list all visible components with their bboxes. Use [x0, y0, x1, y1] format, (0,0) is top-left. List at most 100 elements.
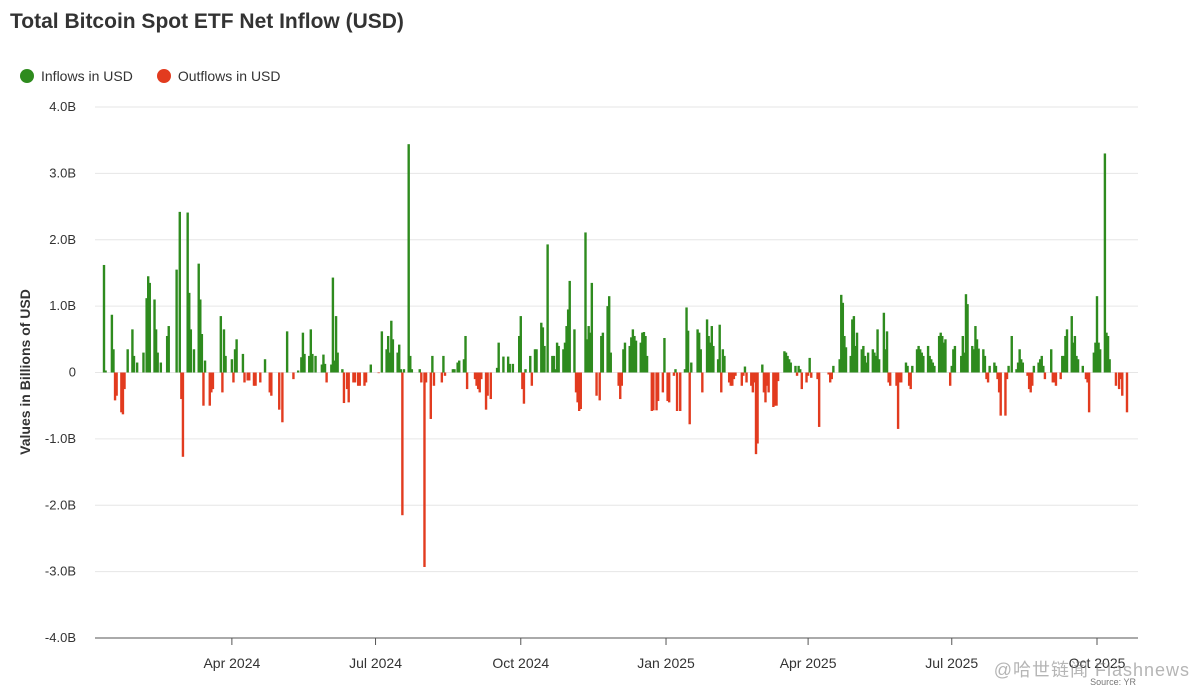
outflow-bar[interactable] — [1004, 372, 1007, 416]
inflow-bar[interactable] — [950, 365, 953, 373]
inflow-bar[interactable] — [497, 342, 500, 373]
inflow-bar[interactable] — [926, 345, 930, 373]
inflow-bar[interactable] — [555, 342, 559, 373]
legend-item-outflows[interactable]: Outflows in USD — [156, 68, 281, 84]
inflow-bar[interactable] — [844, 347, 848, 373]
inflow-bar[interactable] — [451, 369, 455, 373]
inflow-bar[interactable] — [203, 360, 207, 373]
inflow-bar[interactable] — [156, 352, 159, 373]
inflow-bar[interactable] — [540, 322, 543, 373]
outflow-bar[interactable] — [805, 372, 808, 383]
outflow-bar[interactable] — [181, 372, 185, 457]
inflow-bar[interactable] — [705, 319, 709, 373]
outflow-bar[interactable] — [345, 372, 349, 390]
outflow-bar[interactable] — [221, 372, 224, 393]
outflow-bar[interactable] — [767, 372, 770, 393]
inflow-bar[interactable] — [311, 353, 314, 373]
inflow-bar[interactable] — [787, 359, 791, 373]
inflow-bar[interactable] — [871, 349, 875, 373]
inflow-bar[interactable] — [920, 352, 923, 373]
inflow-bar[interactable] — [1020, 359, 1023, 373]
outflow-bar[interactable] — [795, 372, 799, 376]
inflow-bar[interactable] — [535, 349, 538, 373]
outflow-bar[interactable] — [423, 372, 426, 567]
inflow-bar[interactable] — [165, 335, 169, 373]
inflow-bar[interactable] — [988, 365, 991, 373]
inflow-bar[interactable] — [797, 365, 800, 373]
inflow-bar[interactable] — [110, 314, 114, 373]
outflow-bar[interactable] — [579, 372, 582, 410]
inflow-bar[interactable] — [458, 360, 461, 373]
inflow-bar[interactable] — [852, 316, 856, 373]
outflow-bar[interactable] — [656, 372, 660, 402]
inflow-bar[interactable] — [633, 335, 636, 373]
inflow-bar[interactable] — [952, 349, 955, 373]
inflow-bar[interactable] — [937, 335, 941, 373]
inflow-bar[interactable] — [1038, 359, 1042, 373]
inflow-bar[interactable] — [840, 294, 843, 373]
outflow-bar[interactable] — [655, 372, 658, 411]
inflow-bar[interactable] — [623, 342, 627, 373]
inflow-bar[interactable] — [784, 352, 788, 373]
outflow-bar[interactable] — [756, 372, 759, 444]
inflow-bar[interactable] — [634, 340, 638, 373]
inflow-bar[interactable] — [718, 324, 721, 373]
outflow-bar[interactable] — [898, 372, 901, 383]
inflow-bar[interactable] — [690, 362, 693, 373]
inflow-bar[interactable] — [200, 334, 204, 373]
inflow-bar[interactable] — [112, 349, 115, 373]
inflow-bar[interactable] — [566, 309, 570, 373]
outflow-bar[interactable] — [478, 372, 481, 393]
inflow-bar[interactable] — [159, 362, 163, 373]
outflow-bar[interactable] — [281, 372, 284, 423]
inflow-bar[interactable] — [502, 356, 505, 373]
inflow-bar[interactable] — [642, 332, 646, 373]
outflow-bar[interactable] — [948, 372, 952, 386]
inflow-bar[interactable] — [402, 369, 406, 373]
outflow-bar[interactable] — [817, 372, 821, 427]
outflow-bar[interactable] — [1051, 372, 1054, 383]
inflow-bar[interactable] — [132, 355, 136, 373]
inflow-bar[interactable] — [529, 355, 532, 373]
outflow-bar[interactable] — [688, 372, 691, 425]
outflow-bar[interactable] — [729, 372, 732, 386]
outflow-bar[interactable] — [1043, 372, 1047, 380]
inflow-bar[interactable] — [568, 280, 571, 373]
inflow-bar[interactable] — [808, 357, 811, 373]
inflow-bar[interactable] — [1032, 365, 1036, 373]
outflow-bar[interactable] — [270, 372, 273, 396]
outflow-bar[interactable] — [486, 372, 489, 396]
inflow-bar[interactable] — [709, 342, 712, 373]
outflow-bar[interactable] — [377, 372, 380, 374]
outflow-bar[interactable] — [731, 372, 734, 386]
inflow-bar[interactable] — [622, 349, 625, 373]
inflow-bar[interactable] — [918, 349, 922, 373]
outflow-bar[interactable] — [208, 372, 211, 406]
inflow-bar[interactable] — [863, 355, 867, 373]
outflow-bar[interactable] — [268, 372, 271, 393]
inflow-bar[interactable] — [331, 277, 335, 373]
outflow-bar[interactable] — [827, 372, 830, 375]
inflow-bar[interactable] — [794, 365, 797, 373]
inflow-bar[interactable] — [1037, 362, 1040, 373]
outflow-bar[interactable] — [1121, 372, 1124, 396]
outflow-bar[interactable] — [120, 372, 123, 413]
inflow-bar[interactable] — [314, 355, 317, 373]
inflow-bar[interactable] — [386, 335, 390, 373]
outflow-bar[interactable] — [816, 372, 819, 380]
outflow-bar[interactable] — [909, 372, 912, 390]
inflow-bar[interactable] — [562, 349, 565, 373]
outflow-bar[interactable] — [358, 372, 361, 386]
outflow-bar[interactable] — [810, 372, 813, 378]
inflow-bar[interactable] — [590, 282, 594, 373]
inflow-bar[interactable] — [663, 337, 666, 373]
outflow-bar[interactable] — [476, 372, 480, 390]
outflow-bar[interactable] — [420, 372, 423, 383]
outflow-bar[interactable] — [353, 372, 357, 383]
inflow-bar[interactable] — [674, 369, 677, 373]
outflow-bar[interactable] — [574, 372, 578, 393]
inflow-bar[interactable] — [178, 211, 181, 373]
inflow-bar[interactable] — [148, 282, 151, 373]
inflow-bar[interactable] — [554, 369, 557, 373]
inflow-bar[interactable] — [135, 362, 139, 373]
